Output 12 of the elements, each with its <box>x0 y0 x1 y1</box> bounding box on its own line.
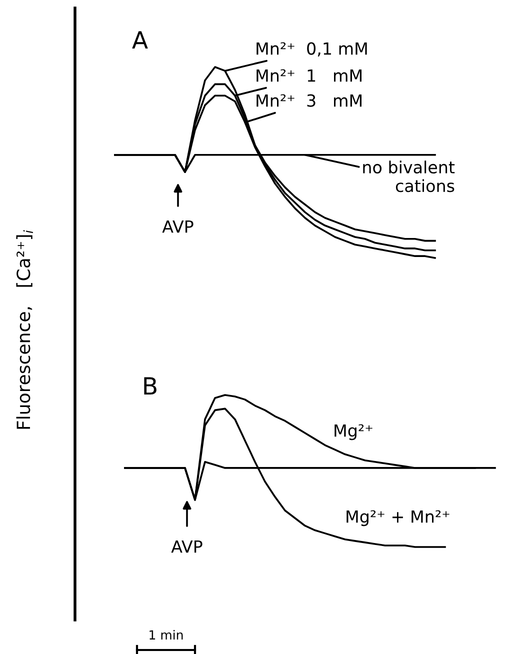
y-axis-title: Fluorescence, [Ca²⁺]$_{i}$ <box>16 230 33 429</box>
series-label: no bivalent cations <box>363 160 455 192</box>
chart-title: B <box>144 377 156 395</box>
legend-label: Mn²⁺ 3 mM <box>256 94 362 107</box>
series-label: Mg²⁺ <box>334 424 372 440</box>
chart-title: A <box>132 31 148 49</box>
text: Mn²⁺ 0,1 mM <box>256 42 367 57</box>
text: 1 min <box>150 630 183 640</box>
series-label: Mg²⁺ + Mn²⁺ <box>346 510 450 526</box>
series-label: Mn²⁺ 1 mM <box>256 69 362 82</box>
annotation: AVP <box>162 220 194 233</box>
annotation: AVP <box>171 540 202 553</box>
